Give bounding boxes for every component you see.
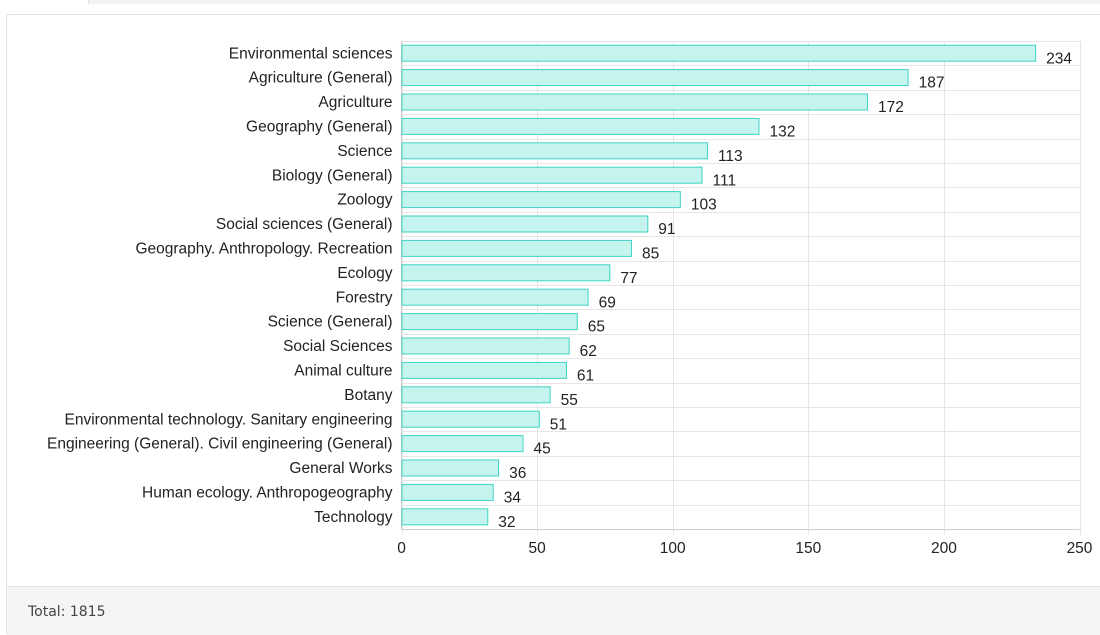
value-label: 103 (691, 197, 717, 214)
category-label: Forestry (336, 289, 393, 306)
bar (401, 142, 708, 160)
x-tick-label: 250 (1067, 540, 1093, 557)
bar (401, 483, 494, 501)
bar (401, 459, 500, 477)
bar (401, 361, 567, 379)
value-label: 65 (588, 319, 605, 336)
value-label: 45 (534, 441, 551, 458)
value-label: 61 (577, 367, 594, 384)
category-label: Agriculture (318, 94, 392, 111)
value-label: 62 (580, 343, 597, 360)
bar (401, 191, 681, 209)
value-label: 91 (658, 221, 675, 238)
bar (401, 264, 611, 282)
bar (401, 69, 909, 87)
category-label: Human ecology. Anthropogeography (142, 484, 393, 501)
total-count: Total: 1815 (28, 604, 106, 620)
category-label: Agriculture (General) (249, 70, 393, 87)
category-label: Animal culture (294, 362, 392, 379)
category-label: Social Sciences (283, 338, 393, 355)
value-label: 85 (642, 245, 659, 262)
value-label: 55 (561, 392, 578, 409)
x-tick-label: 200 (931, 540, 957, 557)
bar (401, 508, 489, 526)
chart-panel: Environmental sciences 234 Agriculture (Ge… (6, 14, 1100, 635)
bar (401, 386, 551, 404)
value-label: 113 (718, 148, 743, 165)
value-label: 111 (713, 172, 737, 189)
category-label: Geography (General) (246, 118, 392, 135)
category-label: General Works (289, 460, 392, 477)
x-tick-label: 50 (528, 540, 546, 557)
bar (401, 44, 1037, 62)
tab-edge (0, 0, 89, 4)
bar (401, 288, 589, 306)
bar (401, 337, 570, 355)
bar (401, 435, 524, 453)
category-label: Ecology (337, 265, 392, 282)
value-label: 69 (599, 294, 616, 311)
category-label: Botany (344, 387, 393, 404)
bar (401, 93, 868, 111)
x-tick-label: 150 (795, 540, 821, 557)
bar (401, 239, 633, 257)
top-strip (0, 0, 1100, 4)
category-label: Technology (314, 509, 393, 526)
bar (401, 313, 578, 331)
chart-area: Environmental sciences 234 Agriculture (Ge… (7, 15, 1100, 586)
value-label: 34 (504, 489, 522, 506)
value-label: 234 (1046, 50, 1072, 67)
category-label: Environmental sciences (229, 45, 393, 62)
category-label: Science (General) (268, 314, 393, 331)
category-label: Engineering (General). Civil engineering… (47, 436, 392, 453)
x-tick-label: 100 (660, 540, 686, 557)
value-label: 132 (769, 123, 795, 140)
category-label: Social sciences (General) (216, 216, 393, 233)
value-label: 187 (919, 75, 945, 92)
value-label: 51 (550, 416, 567, 433)
category-label: Zoology (337, 192, 392, 209)
bar-chart: Environmental sciences 234 Agriculture (Ge… (47, 41, 1093, 557)
bar (401, 166, 703, 184)
value-label: 32 (498, 514, 515, 531)
category-label: Science (337, 143, 392, 160)
category-label: Geography. Anthropology. Recreation (135, 240, 392, 257)
category-label: Biology (General) (272, 167, 393, 184)
total-text: Total: 1815 (28, 604, 106, 620)
bar (401, 117, 760, 135)
value-label: 172 (878, 99, 904, 116)
bar (401, 215, 649, 233)
value-label: 77 (620, 270, 637, 287)
chart-footer: Total: 1815 (7, 586, 1100, 635)
category-label: Environmental technology. Sanitary engin… (65, 411, 393, 428)
x-tick-label: 0 (397, 540, 406, 557)
bar (401, 410, 540, 428)
value-label: 36 (509, 465, 526, 482)
